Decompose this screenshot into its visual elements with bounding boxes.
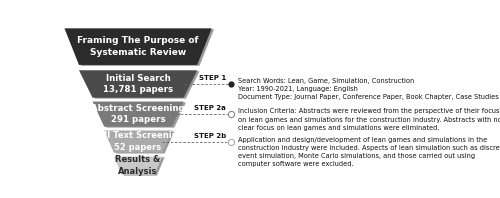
- Text: Application and design/development of lean games and simulations in the
construc: Application and design/development of le…: [238, 137, 500, 167]
- Text: Framing The Purpose of
Systematic Review: Framing The Purpose of Systematic Review: [78, 36, 199, 57]
- Polygon shape: [92, 102, 184, 127]
- Text: STEP 1: STEP 1: [199, 75, 226, 81]
- Polygon shape: [82, 71, 200, 99]
- Text: STEP 2a: STEP 2a: [194, 105, 226, 111]
- Text: Results &
Analysis: Results & Analysis: [116, 155, 160, 176]
- Text: Initial Search
13,781 papers: Initial Search 13,781 papers: [103, 74, 173, 94]
- Text: STEP 2b: STEP 2b: [194, 133, 226, 139]
- Text: Abstract Screening
291 papers: Abstract Screening 291 papers: [91, 104, 185, 125]
- Polygon shape: [116, 157, 164, 176]
- Polygon shape: [79, 70, 197, 98]
- Text: Full Text Screening
52 papers: Full Text Screening 52 papers: [92, 131, 184, 152]
- Polygon shape: [106, 131, 174, 153]
- Text: Search Words: Lean, Game, Simulation, Construction
Year: 1990-2021, Language: En: Search Words: Lean, Game, Simulation, Co…: [238, 78, 498, 100]
- Polygon shape: [67, 29, 214, 66]
- Polygon shape: [64, 28, 212, 65]
- Polygon shape: [104, 130, 172, 153]
- Polygon shape: [114, 156, 162, 175]
- Polygon shape: [95, 102, 186, 128]
- Text: Inclusion Criteria: Abstracts were reviewed from the perspective of their focus
: Inclusion Criteria: Abstracts were revie…: [238, 108, 500, 131]
